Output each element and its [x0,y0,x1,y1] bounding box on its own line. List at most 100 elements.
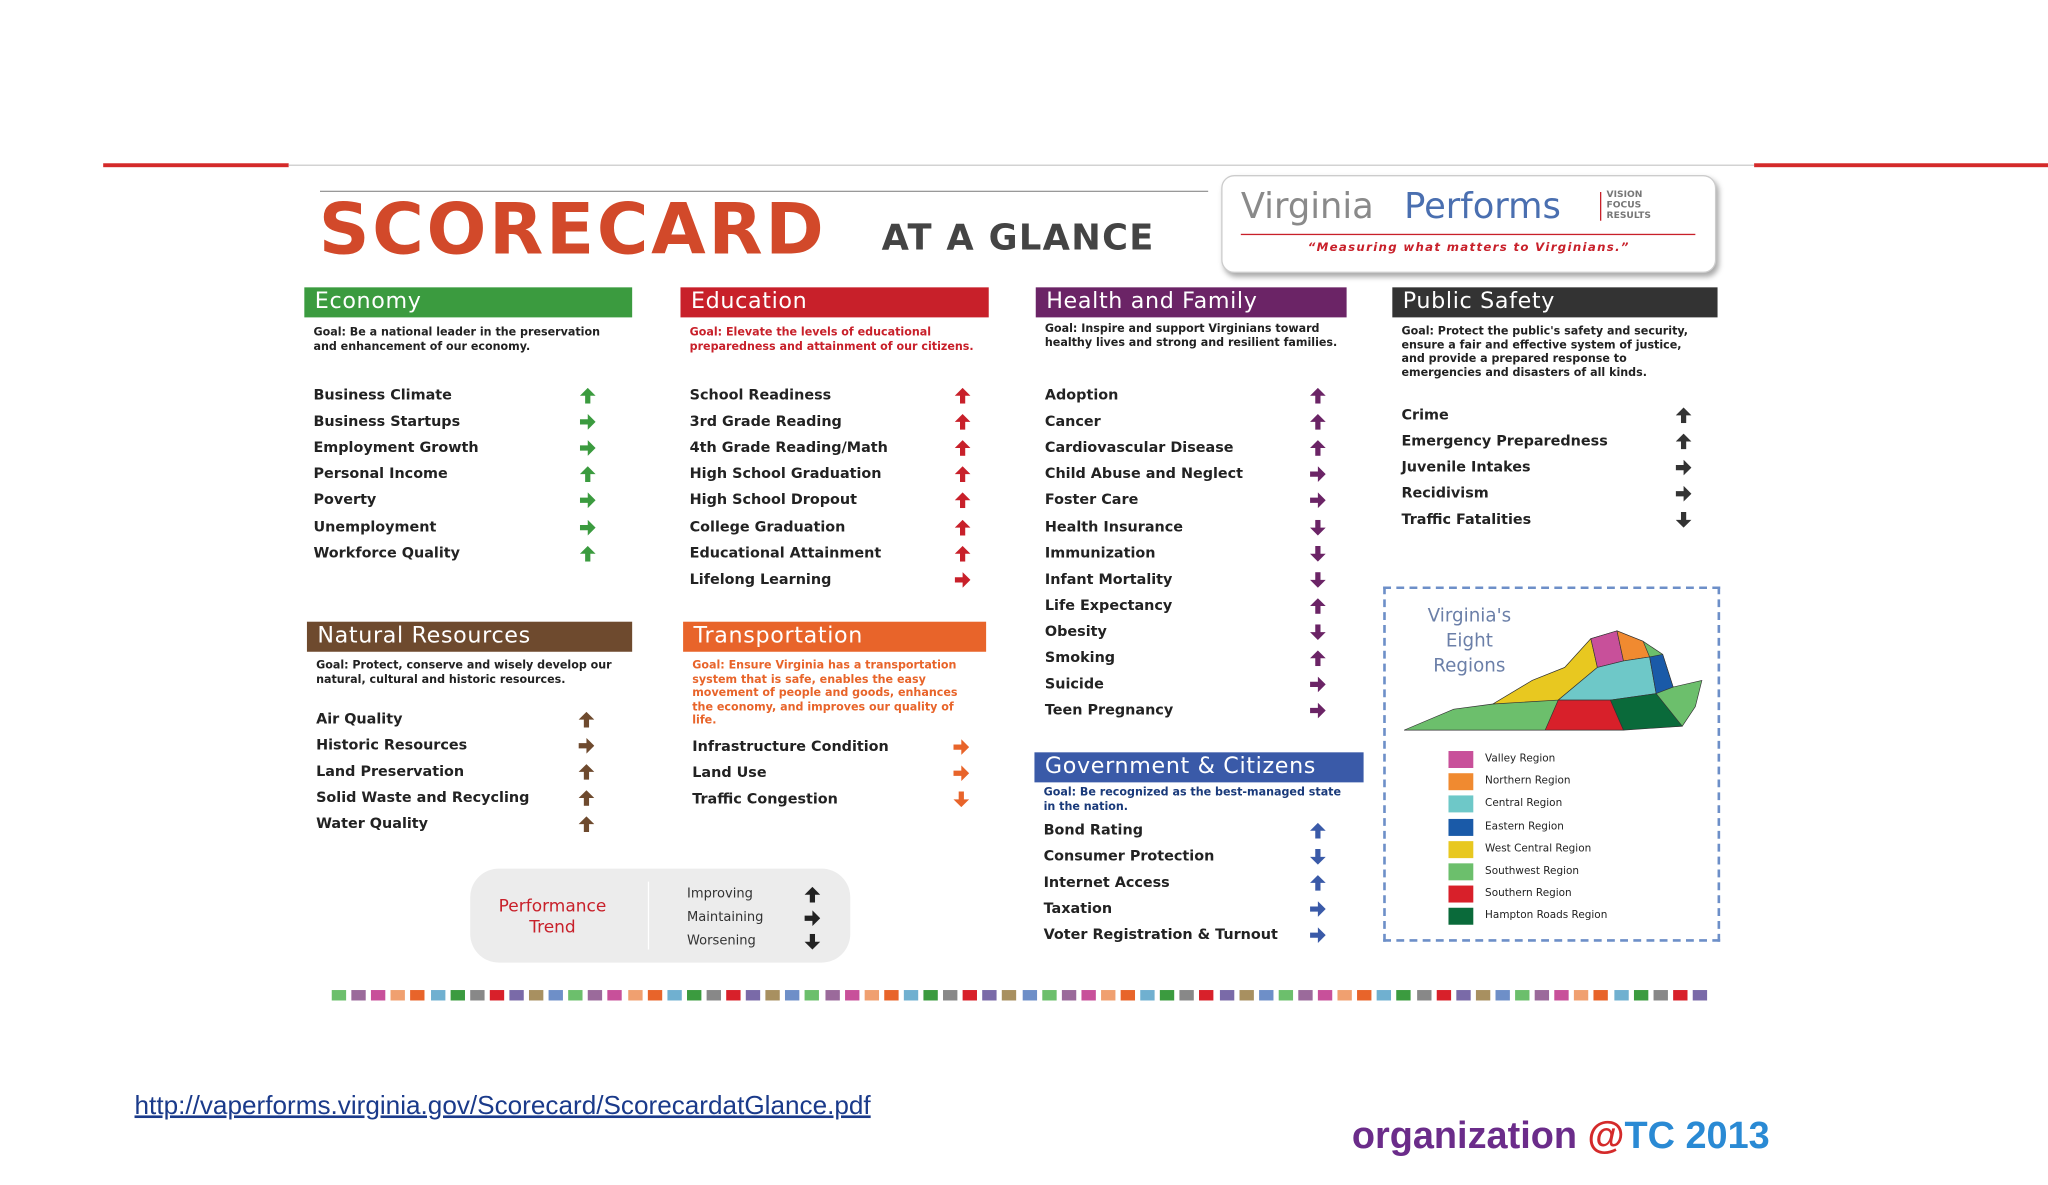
strip-square [962,990,978,1001]
strip-square [1534,990,1550,1001]
source-link[interactable]: http://vaperforms.virginia.gov/Scorecard… [134,1091,871,1121]
strip-square [410,990,425,1001]
strip-square [1160,990,1175,1001]
strip-square [627,990,642,1001]
strip-square [765,990,780,1001]
trend-arrow [954,466,971,483]
indicator: Adoption [1044,386,1119,404]
indicator: Business Climate [313,386,452,404]
strip-square [844,990,859,1001]
indicator: Emergency Preparedness [1401,432,1608,450]
indicator: Internet Access [1043,874,1170,892]
indicator: Air Quality [316,710,403,728]
strip-square [864,990,879,1001]
section-goal: Goal: Elevate the levels of educational … [689,326,974,354]
title: SCORECARD [318,188,827,271]
strip-square [1238,990,1254,1001]
trend-arrow [579,466,596,483]
trend-legend-label: Worsening [687,933,756,949]
strip-square [1199,990,1214,1001]
trend-arrow [579,440,596,457]
indicator: Unemployment [313,517,437,535]
trend-arrow [1310,676,1326,693]
strip-square [1396,990,1412,1001]
trend-arrow [578,764,595,780]
indicator: Obesity [1044,622,1107,640]
regions-title: Virginia's Eight Regions [1427,606,1512,677]
strip-square [686,990,702,1001]
strip-square [1633,990,1648,1001]
strip-square [1436,990,1451,1001]
indicator: Employment Growth [313,439,479,457]
section-goal: Goal: Protect, conserve and wisely devel… [316,659,612,687]
strip-square [1377,990,1392,1001]
trend-arrow [804,933,821,950]
logo-name: Performs [1404,186,1561,228]
indicator: Land Use [692,764,767,782]
strip-square [1593,990,1609,1001]
legend-swatch [1448,908,1474,926]
trend-arrow [1675,407,1692,424]
indicator: Infrastructure Condition [692,737,889,755]
strip-square [1081,990,1096,1001]
indicator: High School Dropout [689,491,857,509]
indicator: Lifelong Learning [689,570,832,588]
indicator: Consumer Protection [1043,847,1215,865]
legend-label: Southern Region [1485,887,1572,899]
trend-arrow [954,387,971,404]
trend-arrow [954,440,971,457]
trend-arrow [579,492,596,509]
strip-square [667,990,682,1001]
trend-arrow [1310,440,1326,457]
trend-arrow [579,545,596,562]
section-goal: Goal: Ensure Virginia has a transportati… [692,659,958,728]
strip-square [1692,990,1707,1001]
brand-part: TC 2013 [1624,1115,1770,1158]
map [1403,630,1703,731]
section-header: Education [680,287,989,318]
trend-arrow [579,414,596,430]
strip-square [489,990,504,1001]
legend-swatch [1448,795,1474,813]
strip-square [568,990,583,1001]
strip-square [805,990,820,1001]
rule [103,163,289,168]
trend-arrow [578,711,595,728]
indicator: Traffic Fatalities [1401,511,1532,529]
subtitle: AT A GLANCE [881,218,1155,259]
strip-square [923,990,938,1001]
legend-swatch [1448,773,1474,791]
strip-square [1653,990,1668,1001]
legend-swatch [1448,840,1474,858]
indicator: Cardiovascular Disease [1044,439,1234,457]
legend-label: Eastern Region [1485,819,1564,832]
trend-legend-label: Maintaining [687,910,764,925]
strip-square [824,990,840,1001]
indicator: High School Graduation [689,465,882,483]
strip-square [1140,990,1155,1001]
strip-square [943,990,958,1001]
indicator: 3rd Grade Reading [689,412,842,430]
strip-square [1574,990,1589,1001]
trend-arrow [1310,702,1326,719]
trend-arrow [1310,624,1326,640]
trend-arrow [953,739,970,755]
legend-swatch [1448,751,1474,768]
brand-part: @ [1587,1115,1625,1158]
strip-square [1061,990,1076,1001]
strip-square [1416,990,1431,1001]
strip-square [1475,990,1491,1001]
trend-arrow [1310,466,1326,483]
trend-arrow [804,910,821,927]
indicator: Business Startups [313,412,461,430]
regions-box: Virginia's Eight Regions Valley Region No… [1383,586,1721,942]
trend-arrow [1675,433,1692,450]
indicator: Workforce Quality [313,544,461,562]
indicator: College Graduation [689,517,846,535]
indicator: Juvenile Intakes [1401,458,1531,476]
trend-arrow [953,765,970,782]
strip-square [331,990,347,1001]
indicator: Poverty [313,491,377,509]
rule [1754,163,2048,168]
strip-square [903,990,919,1001]
